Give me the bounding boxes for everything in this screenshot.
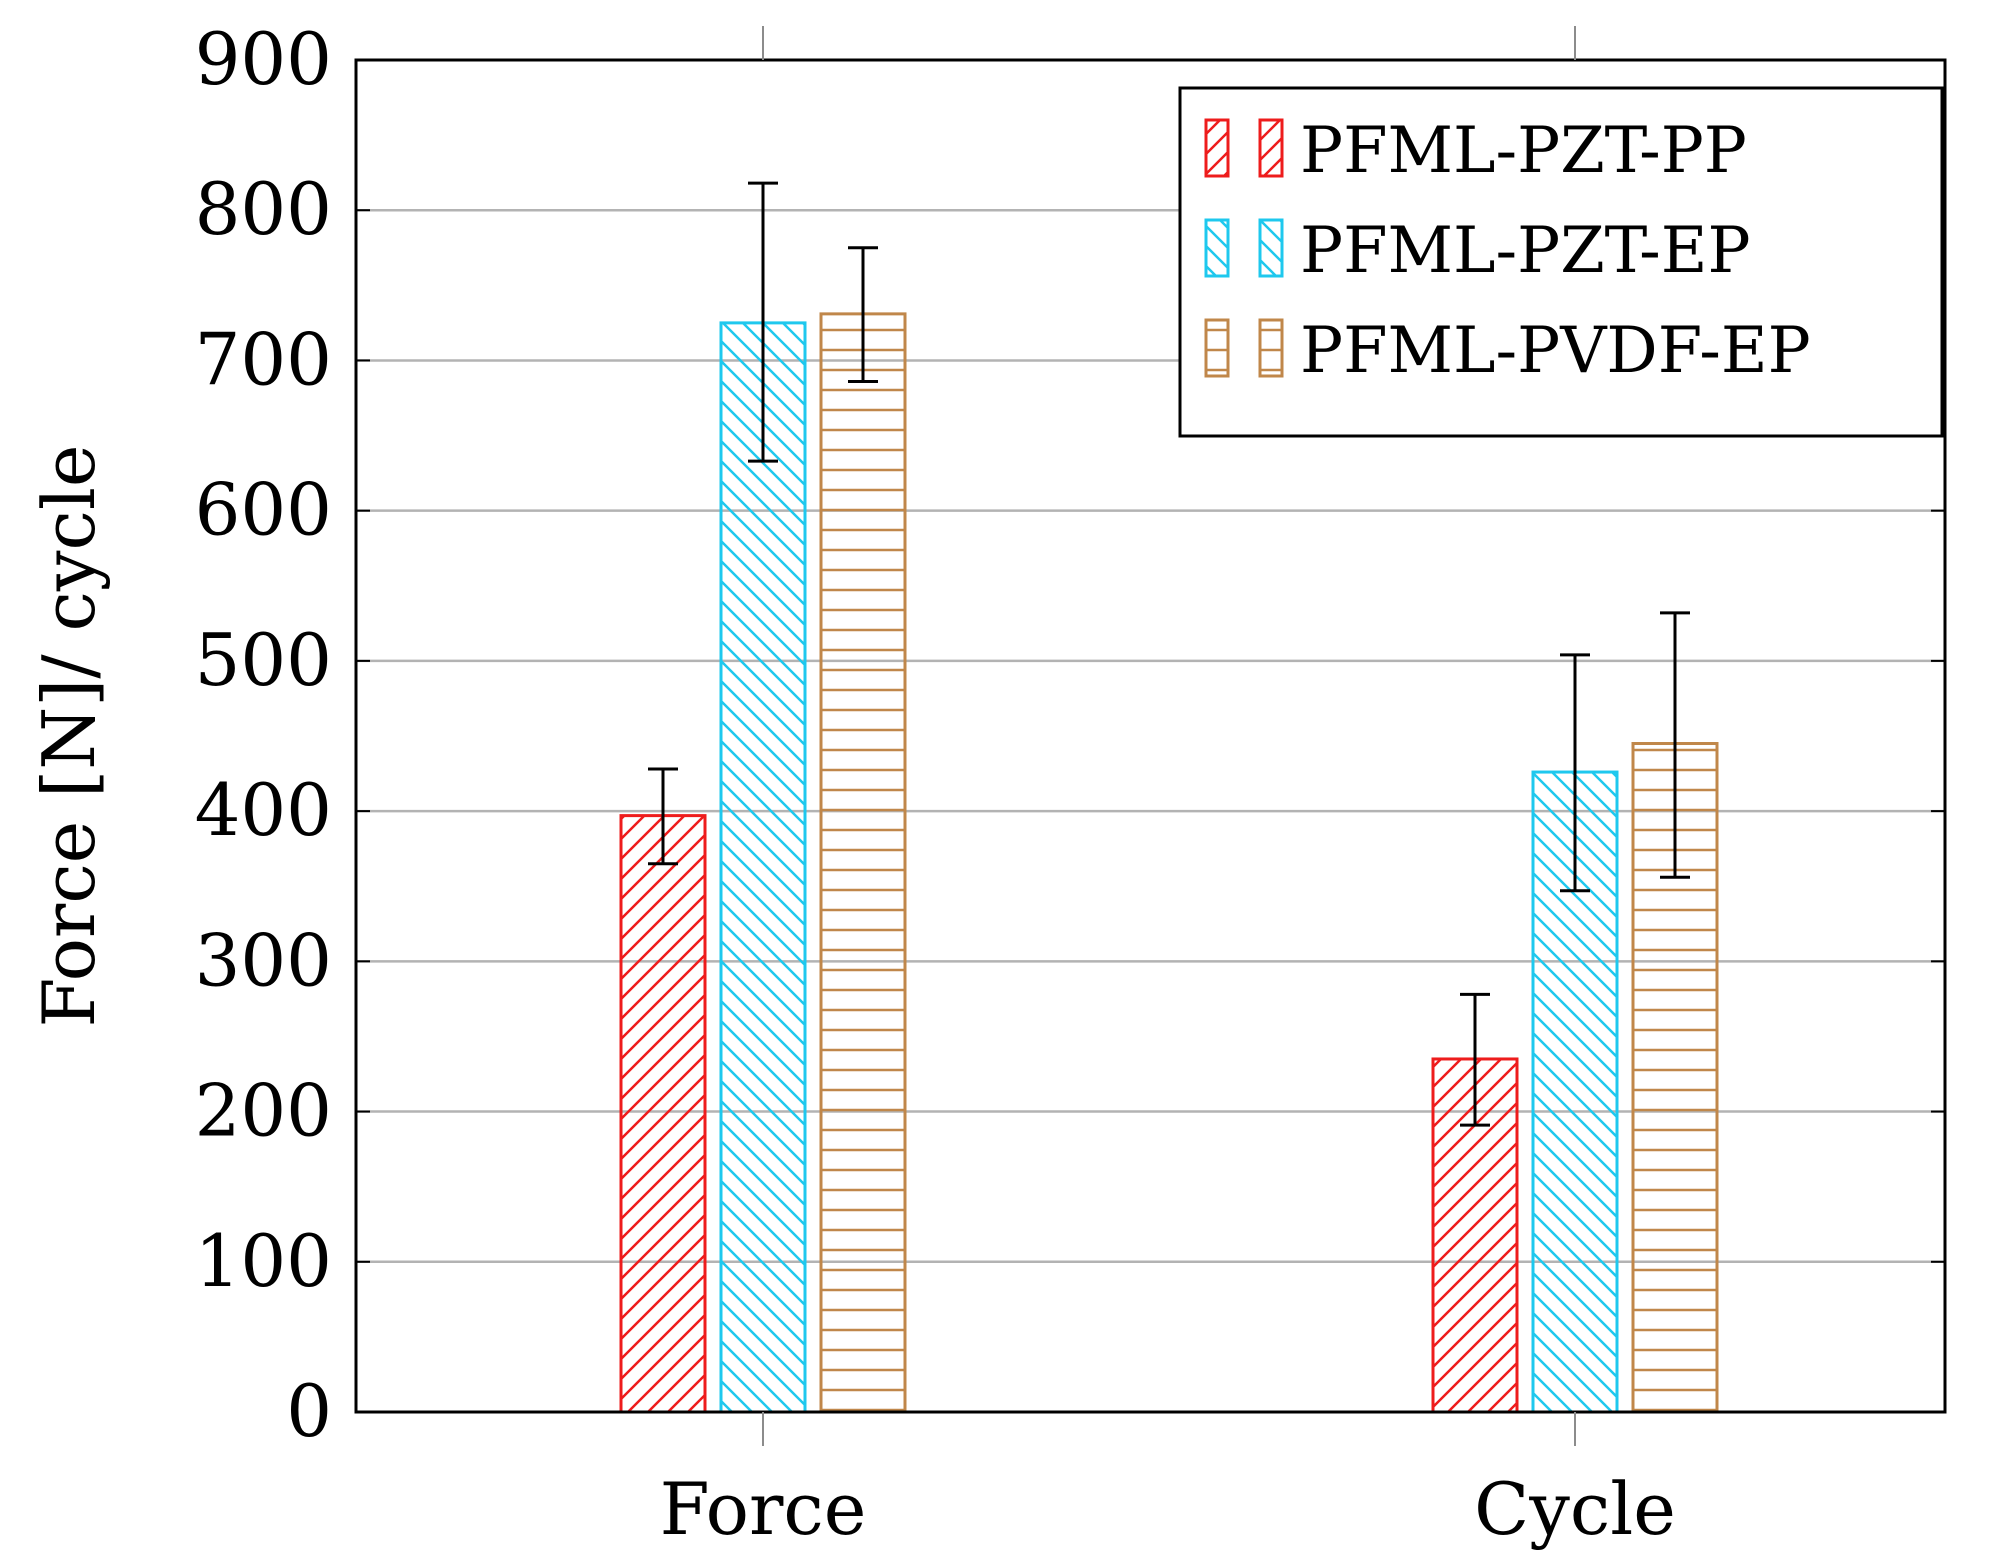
y-tick-label: 800 xyxy=(195,167,332,251)
legend-swatch xyxy=(1204,118,1230,178)
axis-ticks: 0 100 200 300 400 500 600 700 800 900 Force Cycle xyxy=(195,17,1945,1551)
y-tick-label: 900 xyxy=(195,17,332,101)
bar-PFML-PZT-EP-Force xyxy=(719,321,807,1414)
x-tick-label: Force xyxy=(660,1467,867,1551)
error-bar xyxy=(1460,992,1490,1127)
y-axis-label: Force [N]/ cycle xyxy=(27,445,111,1028)
legend-label: PFML-PZT-EP xyxy=(1300,214,1751,288)
legend-item: PFML-PVDF-EP xyxy=(1204,314,1811,388)
plot-frame xyxy=(354,58,1947,1414)
legend-item: PFML-PZT-PP xyxy=(1204,114,1747,188)
legend: PFML-PZT-PP PFML-PZT-EP PFML-PVDF-EP xyxy=(1178,86,1944,438)
legend-box xyxy=(1178,86,1944,438)
y-tick-label: 200 xyxy=(195,1069,332,1153)
error-bar xyxy=(1560,653,1590,893)
legend-swatch xyxy=(1204,218,1230,278)
error-bar xyxy=(648,767,678,866)
x-tick-label: Cycle xyxy=(1474,1467,1676,1551)
legend-swatch xyxy=(1204,318,1230,378)
y-tick-label: 400 xyxy=(195,768,332,852)
bar-PFML-PZT-PP-Force xyxy=(619,814,707,1414)
y-tick-label: 0 xyxy=(286,1369,332,1453)
y-tick-label: 700 xyxy=(195,317,332,401)
legend-label: PFML-PZT-PP xyxy=(1300,114,1747,188)
y-tick-label: 300 xyxy=(195,918,332,1002)
legend-item: PFML-PZT-EP xyxy=(1204,214,1751,288)
bar-PFML-PVDF-EP-Force xyxy=(819,312,907,1414)
error-bar xyxy=(848,246,878,383)
y-tick-label: 100 xyxy=(195,1219,332,1303)
error-bars xyxy=(648,181,1690,1127)
legend-swatch xyxy=(1258,318,1284,378)
y-tick-label: 600 xyxy=(195,468,332,552)
legend-swatch xyxy=(1258,218,1284,278)
error-bar xyxy=(748,181,778,463)
y-tick-label: 500 xyxy=(195,618,332,702)
legend-swatch xyxy=(1258,118,1284,178)
bars xyxy=(619,312,1719,1414)
error-bar xyxy=(1660,611,1690,879)
legend-label: PFML-PVDF-EP xyxy=(1300,314,1811,388)
